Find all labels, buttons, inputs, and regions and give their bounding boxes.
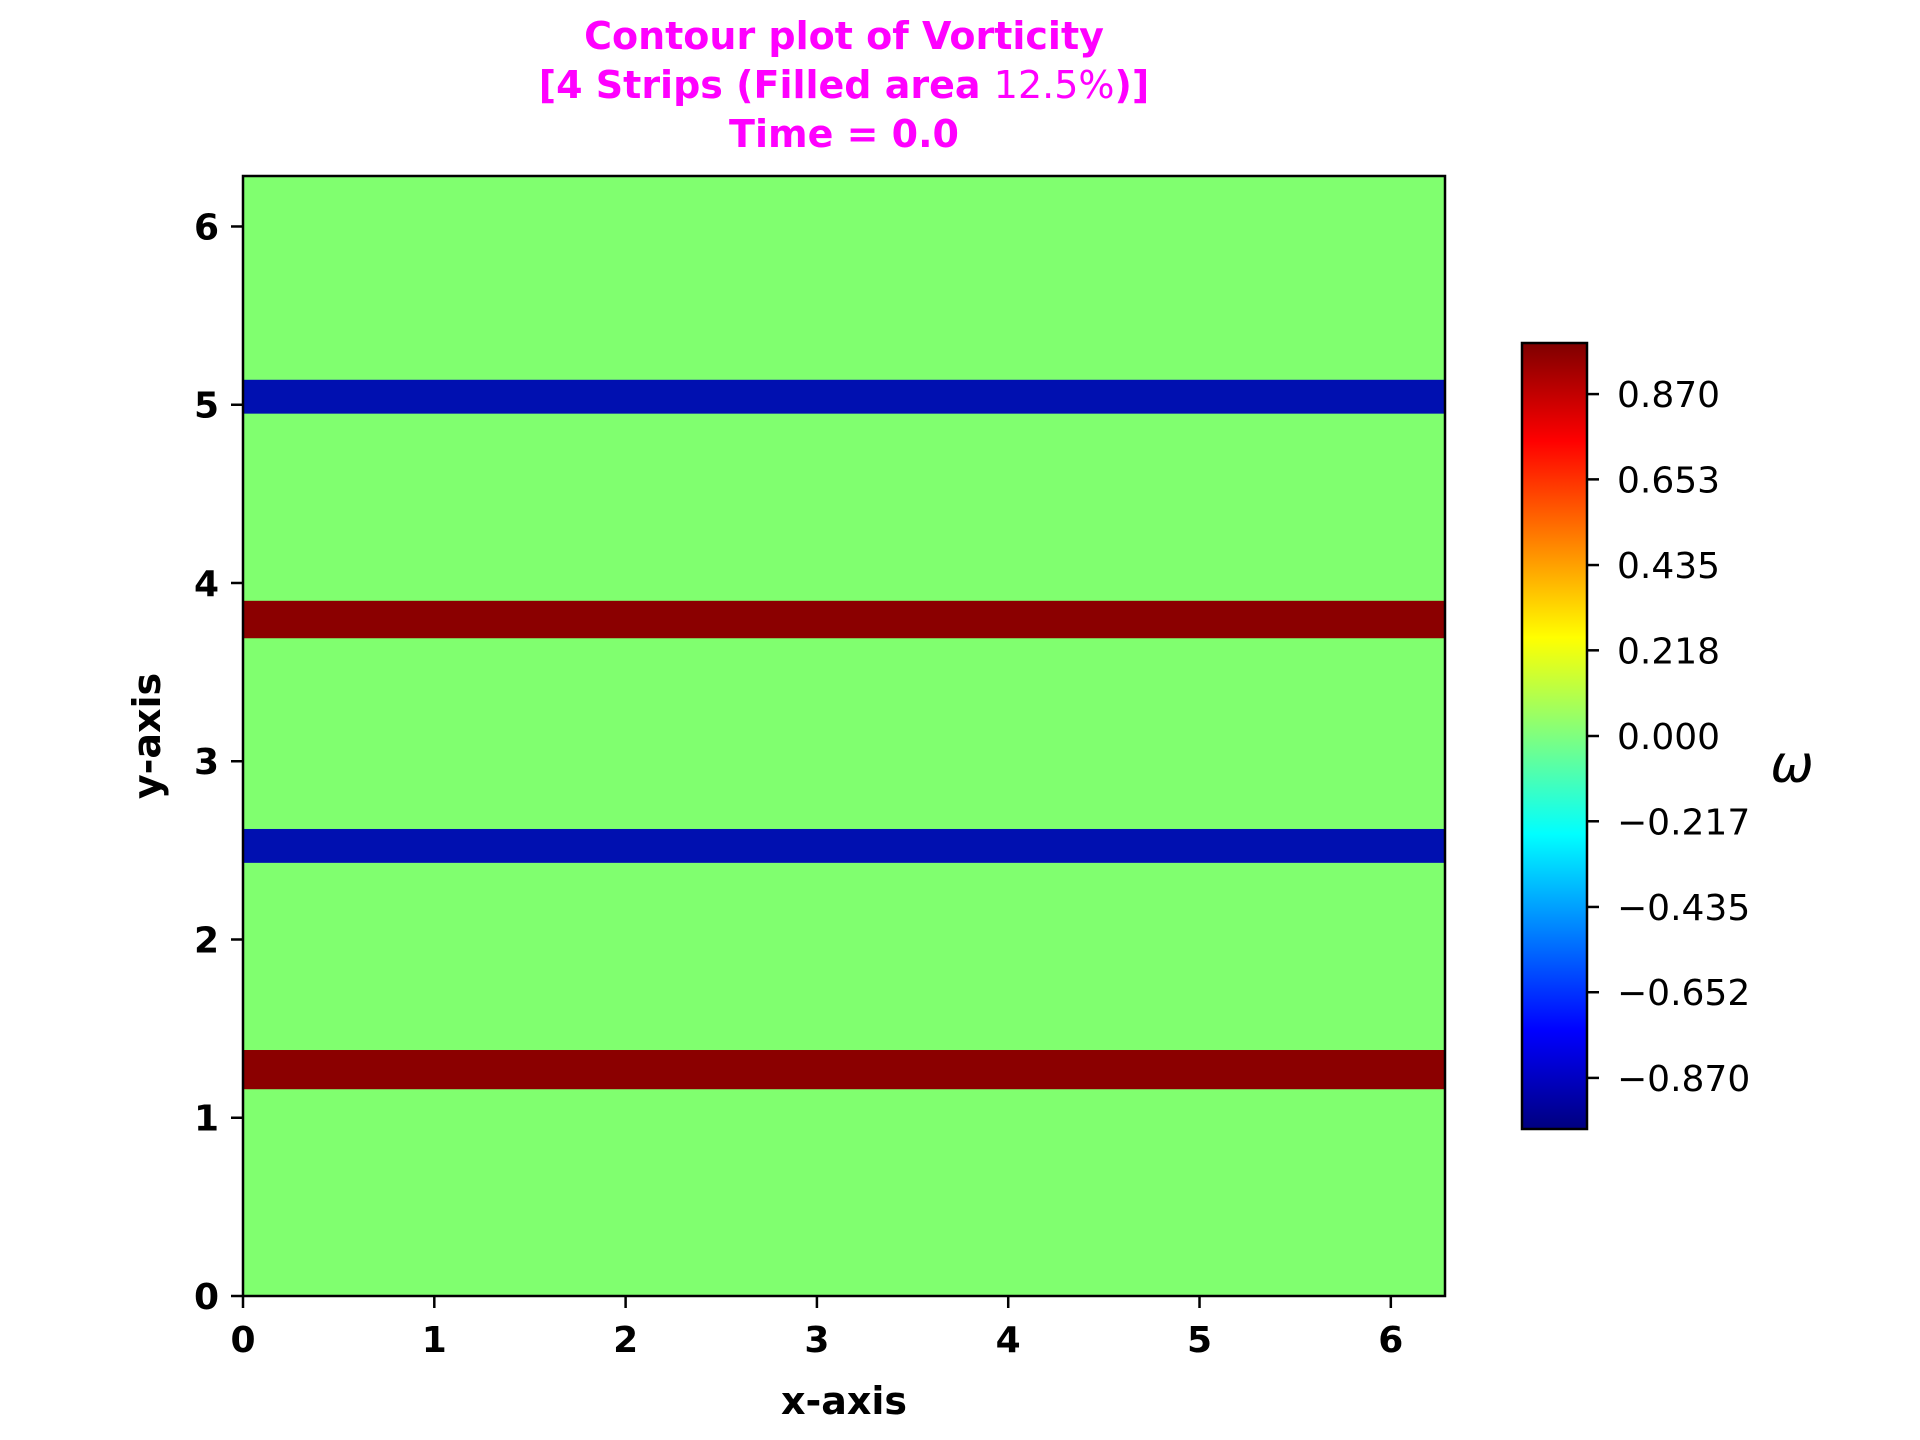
vorticity-strip-2 [243,828,1445,863]
title-line-1: Contour plot of Vorticity [584,14,1104,58]
title-line-3-part-1: Time = 0.0 [729,112,959,156]
y-tick-label-2: 2 [194,920,219,961]
colorbar-tick-label-3: 0.218 [1617,631,1720,672]
vorticity-strip-1 [243,1050,1445,1090]
y-tick-label-4: 4 [194,564,219,605]
title-line-3: Time = 0.0 [729,112,959,156]
vorticity-strip-3 [243,600,1445,639]
x-tick-label-4: 4 [996,1320,1021,1361]
vorticity-strip-4 [243,379,1445,414]
colorbar-tick-label-7: −0.652 [1617,973,1750,1014]
x-tick-label-0: 0 [230,1320,255,1361]
colorbar-label: ω [1770,735,1814,795]
colorbar-tick-label-5: −0.217 [1617,802,1750,843]
chart-title: Contour plot of Vorticity [4 Strips (Fill… [539,14,1149,156]
colorbar-tick-label-6: −0.435 [1617,888,1750,929]
title-line-2-part-3: )] [1115,63,1150,107]
x-tick-label-6: 6 [1378,1320,1403,1361]
plot-area [241,174,1447,1298]
y-tick-label-6: 6 [194,207,219,248]
y-tick-label-0: 0 [194,1277,219,1318]
title-line-2-part-2: 12.5% [994,63,1115,107]
colorbar-tick-label-1: 0.653 [1617,460,1720,501]
colorbar-tick-label-4: 0.000 [1617,717,1720,758]
y-axis: 0 1 2 3 4 5 6 y-axis [125,207,243,1318]
x-tick-label-2: 2 [613,1320,638,1361]
colorbar-gradient [1522,343,1587,1129]
x-tick-label-1: 1 [422,1320,447,1361]
y-tick-label-3: 3 [194,742,219,783]
y-tick-label-5: 5 [194,386,219,427]
colorbar: 0.870 0.653 0.435 0.218 0.000 −0.217 −0.435 −0.… [1520,341,1814,1131]
colorbar-tick-label-2: 0.435 [1617,546,1720,587]
y-axis-label: y-axis [125,673,169,799]
x-axis-label: x-axis [781,1379,907,1423]
field-background [243,176,1445,1296]
colorbar-tick-label-0: 0.870 [1617,375,1720,416]
title-line-1-part-1: Contour plot of Vorticity [584,14,1104,58]
title-line-2-part-1: [4 Strips (Filled area [539,63,994,107]
y-tick-label-1: 1 [194,1099,219,1140]
x-tick-label-5: 5 [1187,1320,1212,1361]
title-line-2: [4 Strips (Filled area 12.5%)] [539,63,1149,107]
x-axis: 0 1 2 3 4 5 6 x-axis [230,1296,1403,1423]
plot-frame [241,174,1447,1298]
colorbar-tick-label-8: −0.870 [1617,1059,1750,1100]
x-tick-label-3: 3 [804,1320,829,1361]
